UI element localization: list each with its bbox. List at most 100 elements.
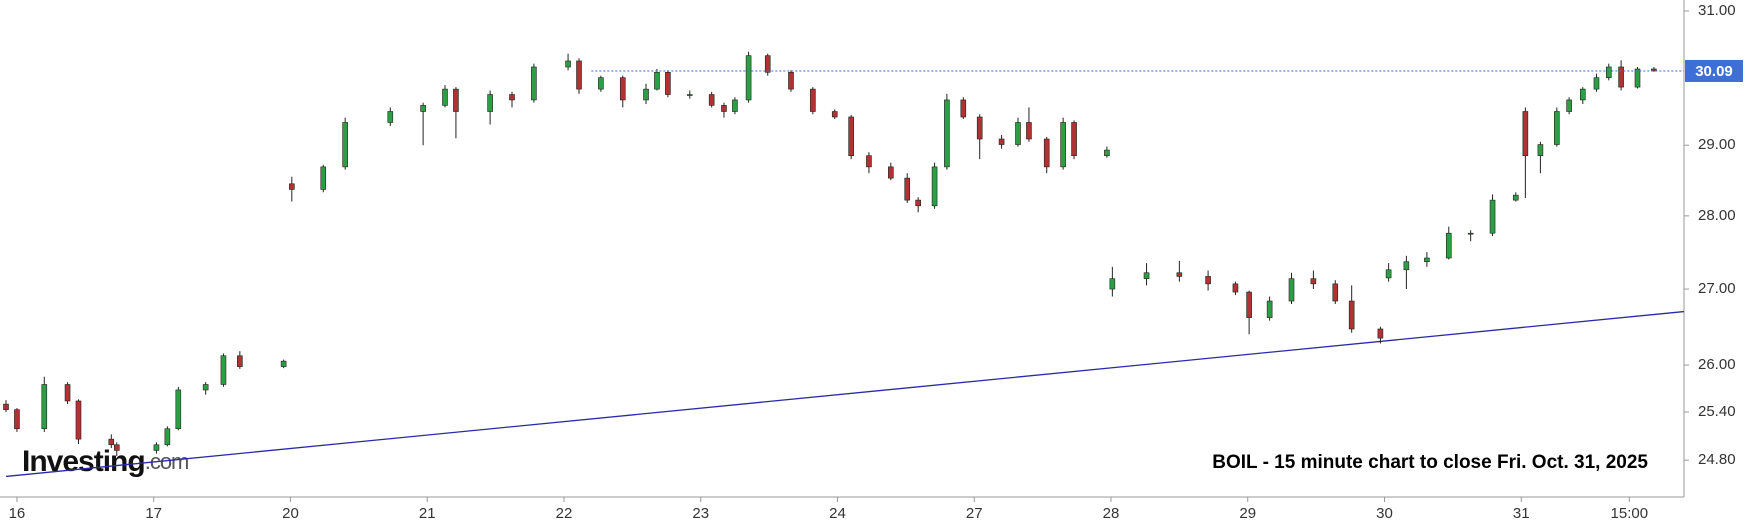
candle-body xyxy=(1605,66,1612,78)
candle-body xyxy=(619,77,626,101)
y-tick-label: 24.80 xyxy=(1698,451,1736,468)
candle-body xyxy=(387,111,394,123)
y-tick-label: 26.00 xyxy=(1698,356,1736,373)
candle-body xyxy=(453,88,459,112)
last-price-label: 30.09 xyxy=(1695,63,1733,80)
candle-body xyxy=(1109,278,1116,290)
candle-body xyxy=(1026,122,1032,140)
candle-body xyxy=(708,94,715,106)
candle-body xyxy=(1403,261,1410,271)
candle-body xyxy=(904,177,911,201)
candle-body xyxy=(202,384,209,391)
candle-body xyxy=(1104,149,1110,156)
logo: Investing.com xyxy=(22,445,188,478)
candle-body xyxy=(3,403,9,410)
y-tick-label: 25.40 xyxy=(1698,403,1736,420)
candle-body xyxy=(944,99,950,168)
candle-body xyxy=(1467,232,1474,235)
candle-body xyxy=(1071,122,1077,156)
candle-body xyxy=(1246,291,1252,318)
candle-body xyxy=(487,94,493,112)
x-tick-label: 29 xyxy=(1239,505,1256,522)
candle-body xyxy=(1385,269,1392,279)
candle-body xyxy=(1522,111,1529,156)
candle-body xyxy=(113,444,120,451)
candle-body xyxy=(420,105,426,112)
y-tick-label: 28.00 xyxy=(1698,207,1736,224)
candle-body xyxy=(960,99,967,118)
x-tick-label: 30 xyxy=(1376,505,1393,522)
candle-body xyxy=(1266,300,1273,318)
candle-body xyxy=(75,400,82,440)
candle-body xyxy=(998,138,1005,145)
candle-body xyxy=(654,72,660,90)
candle-body xyxy=(1445,232,1452,259)
annotation: BOIL - 15 minute chart to close Fri. Oct… xyxy=(1212,452,1648,473)
x-tick-label: 31 xyxy=(1513,505,1530,522)
candle-body xyxy=(831,111,838,118)
candle-body xyxy=(565,60,571,68)
logo-suffix: .com xyxy=(145,449,189,474)
x-tick-label: 27 xyxy=(966,505,983,522)
x-tick-label: 17 xyxy=(145,505,162,522)
y-tick-label: 31.00 xyxy=(1698,2,1736,19)
candle-body xyxy=(915,199,921,207)
candle-body xyxy=(686,94,693,96)
last-price-box xyxy=(1685,59,1743,82)
candle-body xyxy=(976,116,983,140)
candle-body xyxy=(848,116,854,156)
candle-body xyxy=(1143,272,1150,279)
candle-body xyxy=(1205,276,1211,285)
candle-body xyxy=(237,355,243,367)
candle-body xyxy=(164,428,171,446)
candle-body xyxy=(1377,328,1384,339)
candle-body xyxy=(764,55,771,73)
candle-body xyxy=(153,444,160,451)
candle-body xyxy=(509,94,515,101)
candle-body xyxy=(1015,122,1021,145)
candle-body xyxy=(810,88,816,112)
candle-body xyxy=(1618,66,1624,88)
candle-body xyxy=(1043,138,1050,168)
x-tick-label: 16 xyxy=(9,505,26,522)
y-tick-label: 27.00 xyxy=(1698,280,1736,297)
candle-body xyxy=(931,166,938,207)
candle-body xyxy=(280,360,287,367)
candle-body xyxy=(665,72,671,95)
x-tick-label: 22 xyxy=(556,505,573,522)
candle-body xyxy=(1580,88,1586,101)
candle-body xyxy=(1060,122,1066,168)
candle-body xyxy=(342,122,348,168)
candle-body xyxy=(1537,144,1544,156)
candle-body xyxy=(220,355,227,385)
candle-body xyxy=(1288,278,1295,302)
candle-body xyxy=(788,72,794,90)
candle-body xyxy=(442,88,448,106)
x-tick-label: 24 xyxy=(829,505,846,522)
candle-body xyxy=(576,60,582,90)
candle-body xyxy=(745,55,752,101)
candle-body xyxy=(41,384,48,430)
candle-body xyxy=(888,166,894,179)
x-tick-label: 28 xyxy=(1103,505,1120,522)
candle-body xyxy=(1512,194,1519,201)
x-tick-label: 20 xyxy=(282,505,299,522)
candle-body xyxy=(866,155,872,168)
candle-body xyxy=(1176,272,1183,277)
candle-body xyxy=(732,99,738,112)
candle-body xyxy=(1651,68,1657,72)
x-tick-label: 15:00 xyxy=(1611,505,1649,522)
candle-body xyxy=(643,88,649,101)
x-tick-label: 23 xyxy=(692,505,709,522)
candle-body xyxy=(64,384,71,402)
candle-body xyxy=(14,409,20,430)
candle-body xyxy=(531,66,537,101)
candle-body xyxy=(320,166,327,190)
candle-body xyxy=(1332,283,1339,302)
candle-body xyxy=(289,183,295,190)
candle-body xyxy=(108,438,115,446)
candle-body xyxy=(175,389,182,430)
candle-body xyxy=(1634,68,1641,88)
candle-body xyxy=(1489,199,1496,234)
